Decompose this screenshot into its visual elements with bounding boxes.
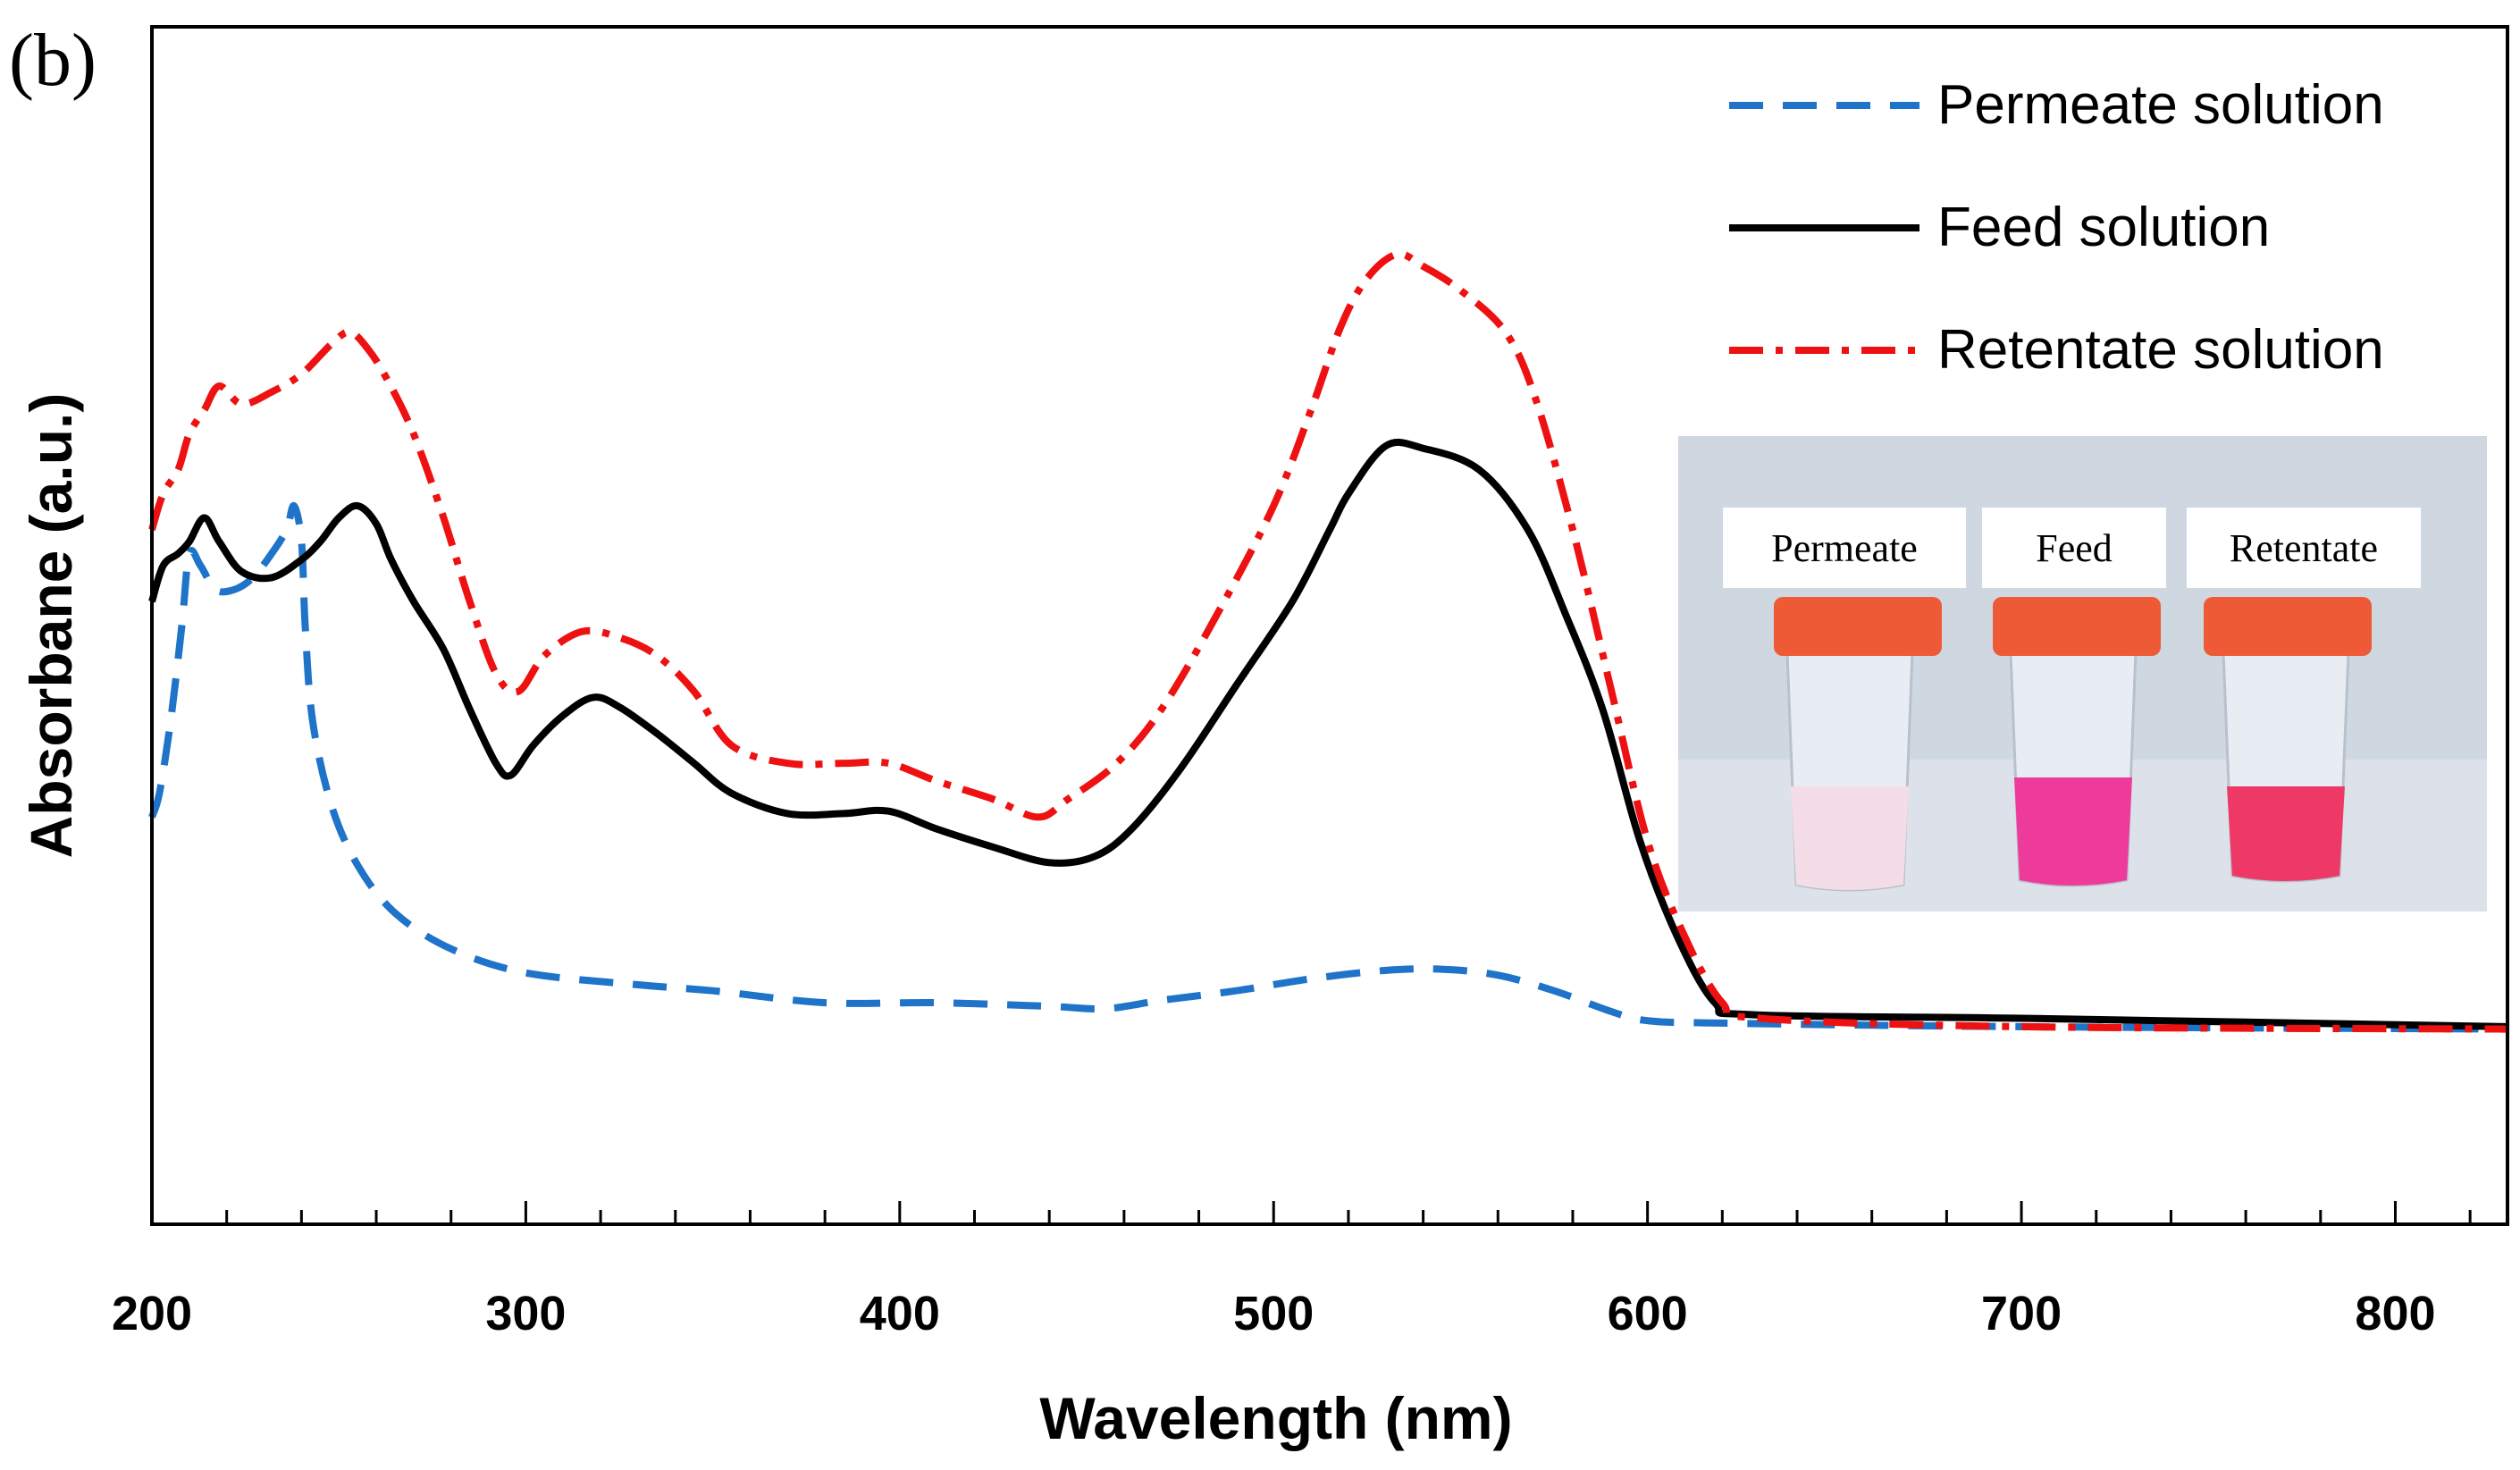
series-line-feed [148,438,2508,1030]
inset-label-permeate: Permeate [1771,526,1918,570]
inset-liquid [2014,777,2132,886]
inset-container-permeate: Permeate [1723,508,1966,892]
legend-label-permeate: Permeate solution [1937,74,2384,136]
inset-cap [1774,597,1942,656]
x-tick-label: 300 [485,1287,566,1340]
legend-label-retentate: Retentate solution [1937,319,2384,381]
y-axis-title: Absorbane (a.u.) [18,393,84,859]
legend-label-feed: Feed solution [1937,197,2270,258]
x-tick-label: 800 [2355,1287,2435,1340]
inset-label-feed: Feed [2036,526,2113,570]
panel-label: (b) [9,19,97,102]
x-tick-label: 200 [112,1287,192,1340]
inset-label-box [2187,508,2421,588]
x-tick-label: 500 [1233,1287,1314,1340]
plot-frame [150,25,2509,1226]
series-layer [148,250,2508,1033]
series-line-retentate [148,250,2508,1033]
x-axis-ticks: 200 300 400 500 600 700 800 [112,1201,2472,1340]
inset-container-retentate: Retentate [2187,508,2421,883]
x-tick-label: 600 [1608,1287,1688,1340]
inset-liquid [1791,786,1909,890]
series-line-permeate [148,501,2508,1033]
x-tick-label: 400 [860,1287,940,1340]
inset-liquid [2227,786,2345,881]
inset-label-box [1982,508,2166,588]
inset-photo: Permeate Feed Retentate [1678,436,2487,911]
inset-cap [1993,597,2161,656]
x-tick-label: 700 [1981,1287,2062,1340]
legend: Permeate solution Feed solution Retentat… [1729,74,2384,381]
inset-label-retentate: Retentate [2230,526,2378,570]
inset-cap [2204,597,2372,656]
inset-label-box [1723,508,1966,588]
x-axis-title: Wavelength (nm) [1039,1385,1512,1451]
inset-container-feed: Feed [1982,508,2166,887]
